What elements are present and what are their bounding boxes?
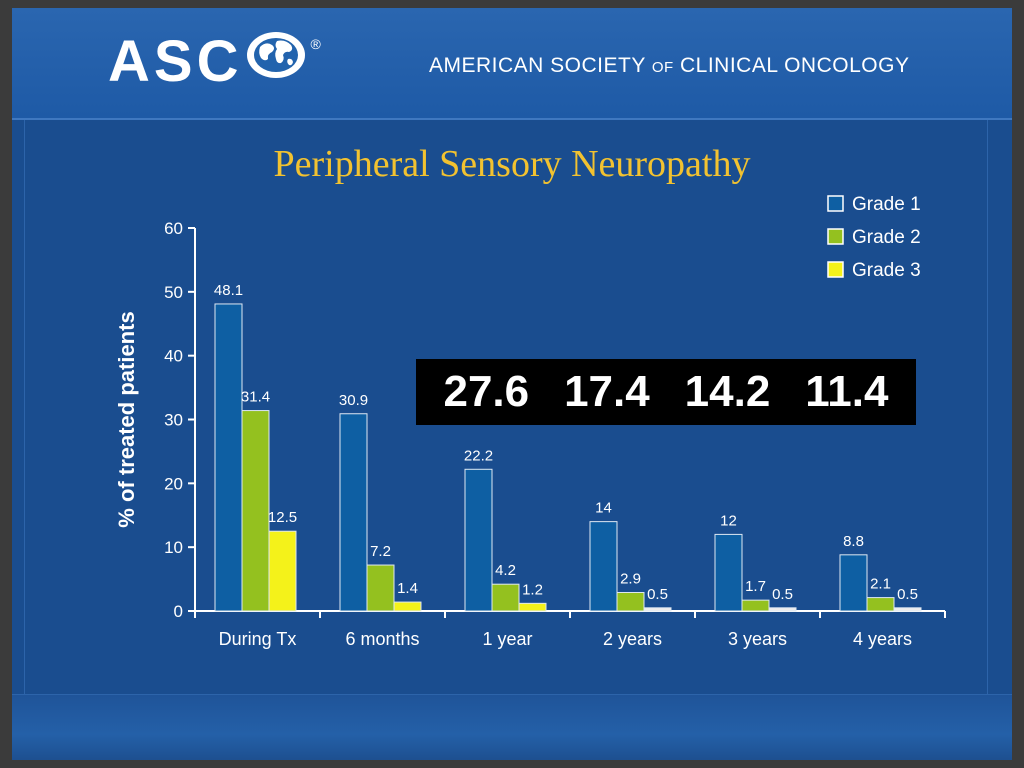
legend-label: Grade 1	[852, 194, 921, 215]
bar-grade-2	[741, 599, 770, 612]
chart-title-text: Peripheral Sensory Neuropathy	[273, 143, 751, 185]
data-label: 22.2	[464, 447, 493, 464]
bar-grade-1	[589, 521, 618, 612]
bar-grade-3	[893, 607, 922, 612]
data-label: 8.8	[843, 533, 864, 550]
overlay-value-2: 17.4	[564, 367, 650, 416]
data-label: 30.9	[339, 392, 368, 409]
asco-logo: ASC ®	[108, 28, 325, 95]
bar-chart: 0 10 20 30 40 50 60 During Tx 6 months 1 year 2 ye…	[114, 194, 946, 649]
y-tick-label: 60	[164, 219, 183, 238]
header-banner: ASC ® AMERICAN SOCIETY OF CLINICAL ONCOL…	[12, 8, 1012, 120]
chart-title: Peripheral Sensory Neuropathy	[12, 142, 1012, 186]
content-frame	[24, 120, 988, 694]
footer-band	[12, 694, 1012, 760]
bar-grade-2	[866, 597, 895, 612]
society-name-of: OF	[651, 59, 674, 76]
society-name: AMERICAN SOCIETY OF CLINICAL ONCOLOGY	[429, 54, 909, 78]
legend-label: Grade 2	[852, 227, 921, 248]
bar-grade-2	[616, 591, 645, 612]
globe-icon	[244, 28, 308, 95]
data-label: 1.2	[522, 581, 543, 598]
y-tick-label: 20	[164, 474, 183, 493]
x-tick-label: 2 years	[603, 629, 662, 649]
slide: ASC ® AMERICAN SOCIETY OF CLINICAL ONCOL…	[12, 8, 1012, 760]
data-label: 2.1	[870, 576, 891, 593]
x-tick-label: During Tx	[219, 629, 297, 649]
x-tick-label: 4 years	[853, 629, 912, 649]
x-tick-label: 1 year	[482, 629, 532, 649]
data-label: 1.7	[745, 578, 766, 595]
y-axis-label: % of treated patients	[114, 311, 139, 527]
data-label: 2.9	[620, 570, 641, 587]
legend-swatch	[827, 195, 844, 212]
overlay-value-4: 11.4	[805, 367, 889, 416]
data-label: 1.4	[397, 580, 418, 597]
y-tick-label: 40	[164, 347, 183, 366]
bar-grade-2	[241, 410, 270, 612]
y-tick-label: 0	[174, 602, 183, 621]
data-label: 12	[720, 512, 737, 529]
overlay-values-box: 27.6 17.4 14.2 11.4	[416, 359, 916, 425]
x-tick-label: 3 years	[728, 629, 787, 649]
legend-swatch	[827, 228, 844, 245]
overlay-value-1: 27.6	[443, 367, 530, 416]
data-label: 7.2	[370, 543, 391, 560]
y-tick-label: 50	[164, 283, 183, 302]
bar-grade-2	[491, 583, 520, 612]
data-label: 14	[595, 500, 612, 517]
bar-grade-3	[768, 607, 797, 612]
society-name-part2: CLINICAL ONCOLOGY	[673, 54, 910, 77]
bar-grade-1	[339, 413, 368, 612]
bar-grade-2	[366, 564, 395, 612]
bar-grade-1	[464, 468, 493, 612]
data-label: 0.5	[897, 586, 918, 603]
bar-grade-1	[214, 303, 243, 612]
data-label: 31.4	[241, 389, 270, 406]
data-label: 48.1	[214, 282, 243, 299]
data-label: 0.5	[647, 586, 668, 603]
bar-grade-3	[268, 530, 297, 612]
legend-swatch	[827, 261, 844, 278]
data-label: 0.5	[772, 586, 793, 603]
bar-grade-3	[393, 601, 422, 612]
bar-grade-1	[714, 533, 743, 612]
y-tick-label: 10	[164, 538, 183, 557]
bar-grade-3	[643, 607, 672, 612]
registered-mark: ®	[310, 35, 325, 52]
bar-grade-1	[839, 554, 868, 612]
y-tick-label: 30	[164, 411, 183, 430]
data-label: 12.5	[268, 509, 297, 526]
overlay-value-3: 14.2	[684, 367, 771, 416]
society-name-part1: AMERICAN SOCIETY	[429, 54, 652, 77]
data-label: 4.2	[495, 562, 516, 579]
bar-grade-3	[518, 602, 547, 612]
logo-text: ASC	[108, 29, 243, 94]
x-tick-label: 6 months	[345, 629, 419, 649]
legend-label: Grade 3	[852, 260, 921, 281]
